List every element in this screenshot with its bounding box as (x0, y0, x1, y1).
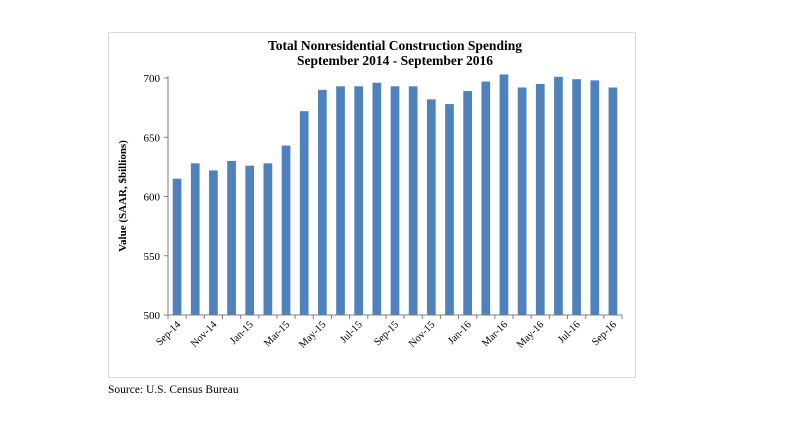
bar-Aug-15 (372, 82, 382, 316)
chart-subtitle: September 2014 - September 2016 (297, 53, 493, 68)
bar-Dec-14 (227, 160, 236, 315)
x-tick-label-Nov-15: Nov-15 (407, 319, 437, 349)
x-tick-label-Jul-16: Jul-16 (556, 319, 582, 345)
axes-group (167, 76, 622, 316)
bar-Dec-15 (445, 104, 454, 315)
x-tick-label-Jan-15: Jan-15 (228, 319, 256, 347)
y-ticks-group: 500 550 600 650 700 (144, 73, 168, 322)
bar-Oct-15 (408, 86, 418, 315)
bar-May-16 (535, 83, 545, 315)
bars-group (172, 74, 618, 316)
bar-Mar-15 (281, 145, 291, 315)
y-tick-label-650: 650 (144, 132, 161, 144)
bar-Jul-15 (354, 86, 364, 315)
x-tick-label-Mar-16: Mar-16 (480, 319, 510, 349)
bar-Nov-15 (426, 99, 436, 315)
x-tick-label-May-16: May-16 (515, 319, 546, 350)
bar-May-15 (318, 89, 327, 315)
bar-Jan-15 (245, 165, 255, 315)
chart-frame (108, 32, 636, 378)
bar-Sep-16 (608, 87, 618, 315)
bar-Jun-15 (336, 86, 345, 315)
x-tick-label-May-15: May-15 (297, 319, 328, 350)
bar-Jul-16 (572, 79, 581, 315)
bar-Apr-16 (517, 87, 527, 315)
bar-Jun-16 (554, 76, 563, 315)
chart-title: Total Nonresidential Construction Spendi… (268, 38, 522, 53)
y-tick-label-500: 500 (144, 310, 161, 322)
x-tick-label-Mar-15: Mar-15 (262, 319, 292, 349)
y-tick-label-700: 700 (144, 73, 161, 85)
bar-Jan-16 (463, 91, 472, 315)
x-tick-label-Sep-14: Sep-14 (154, 319, 183, 348)
y-axis-label: Value (SAAR, $billions) (117, 140, 129, 252)
x-tick-label-Sep-16: Sep-16 (590, 319, 619, 348)
bar-Aug-16 (590, 80, 600, 316)
x-ticks-group: Sep-14 Nov-14 Jan-15 Mar-15 May-15 Jul-15 Sep-… (154, 315, 623, 351)
x-tick-label-Sep-15: Sep-15 (372, 319, 401, 348)
bar-Mar-16 (499, 74, 509, 315)
bar-Apr-15 (299, 111, 309, 316)
bar-Oct-14 (190, 163, 200, 315)
y-tick-label-600: 600 (144, 192, 161, 204)
bar-Sep-14 (172, 178, 182, 315)
y-tick-label-550: 550 (144, 251, 161, 263)
bar-Sep-15 (390, 86, 400, 315)
bar-Nov-14 (209, 170, 218, 315)
source-note: Source: U.S. Census Bureau (108, 384, 239, 396)
x-tick-label-Nov-14: Nov-14 (189, 319, 220, 350)
bar-Feb-15 (263, 163, 273, 315)
x-tick-label-Jul-15: Jul-15 (338, 319, 364, 345)
bar-Feb-16 (481, 81, 491, 316)
x-tick-label-Jan-16: Jan-16 (446, 319, 474, 347)
